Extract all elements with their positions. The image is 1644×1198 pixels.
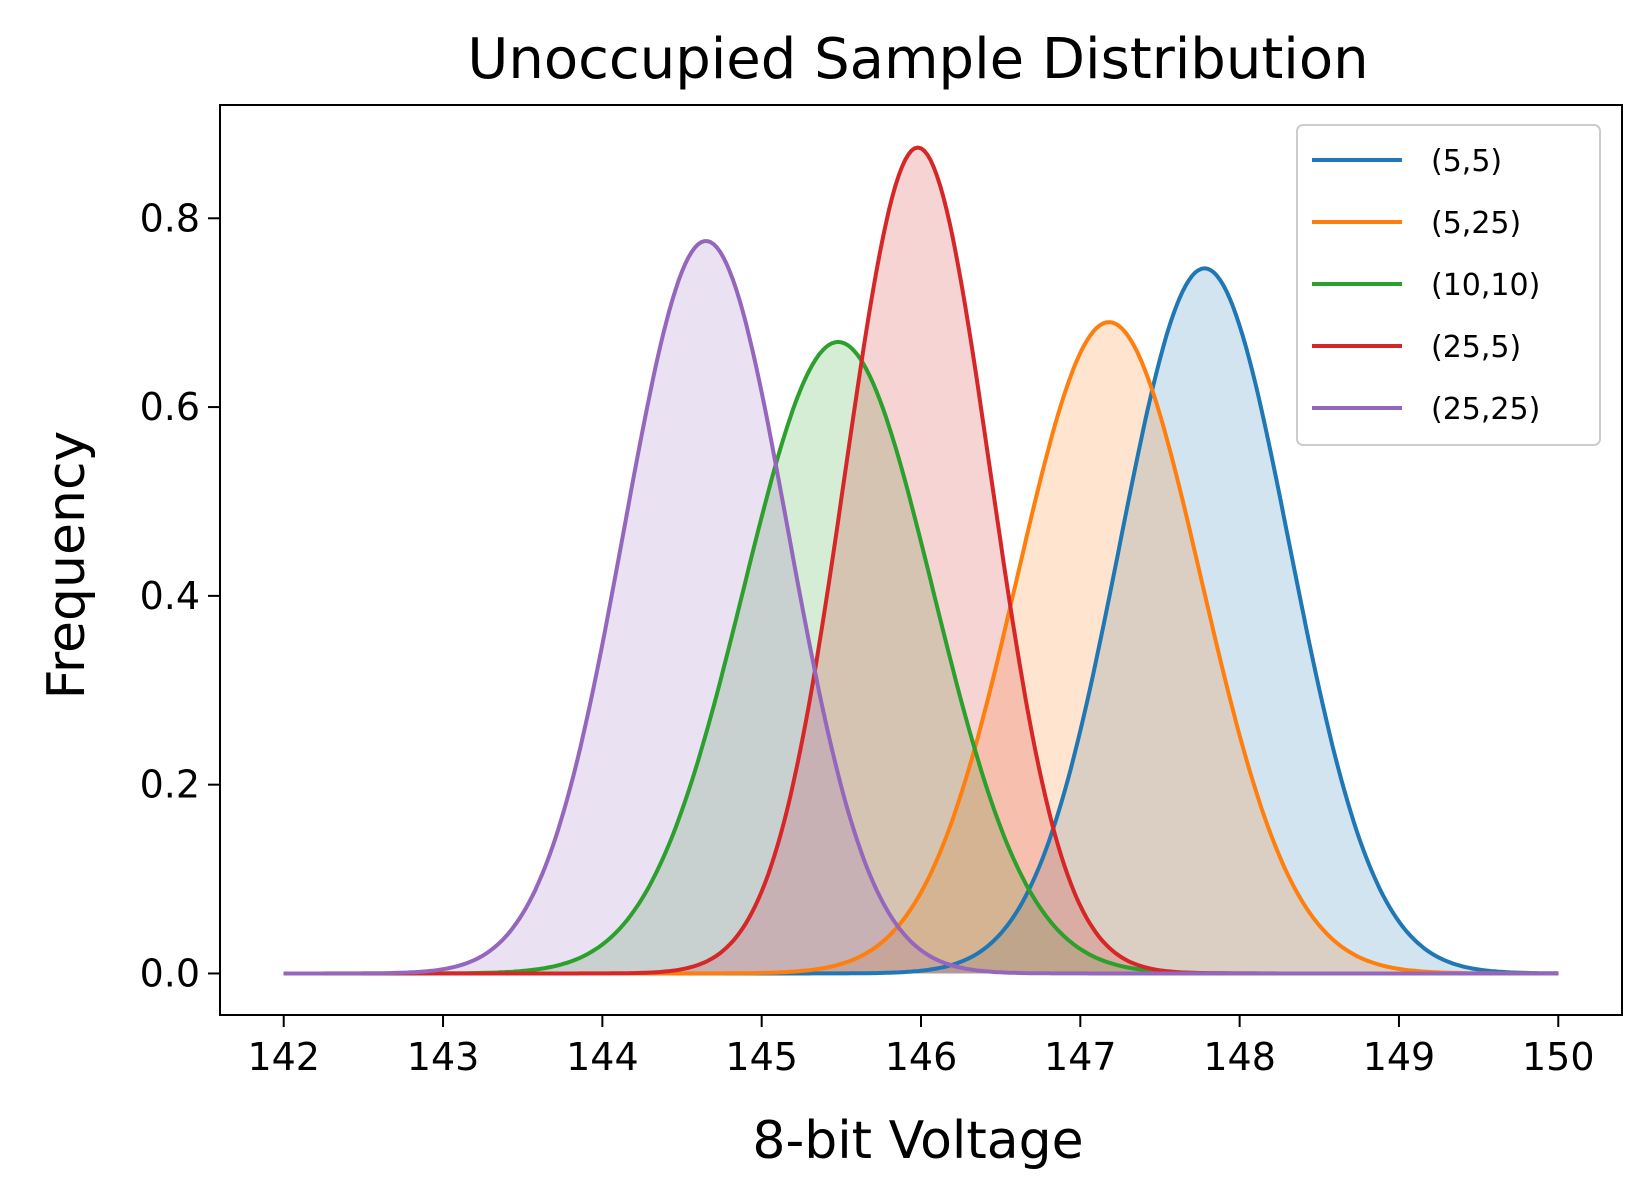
x-tick-label-2: 144 (566, 1035, 639, 1079)
legend-label-0: (5,5) (1431, 144, 1502, 179)
x-tick-label-8: 150 (1522, 1035, 1595, 1079)
x-tick-label-6: 148 (1203, 1035, 1276, 1079)
x-axis-label: 8-bit Voltage (752, 1111, 1083, 1171)
series-fill-2 (283, 341, 1559, 974)
series-fill-0 (283, 268, 1559, 974)
series-fill-1 (283, 322, 1559, 974)
legend-box (1296, 124, 1601, 446)
series-fill-3 (283, 147, 1559, 974)
legend-label-4: (25,25) (1431, 392, 1540, 427)
y-tick-label-0: 0.0 (140, 951, 200, 995)
y-axis-label: Frequency (37, 431, 97, 700)
x-tick-label-0: 142 (247, 1035, 320, 1079)
legend-label-1: (5,25) (1431, 206, 1521, 241)
series-lines (283, 145, 1559, 976)
y-tick-label-1: 0.2 (140, 763, 200, 807)
series-fills (283, 147, 1559, 974)
legend-label-3: (25,5) (1431, 330, 1521, 365)
x-tick-label-1: 143 (407, 1035, 480, 1079)
y-tick-label-3: 0.6 (140, 385, 200, 429)
y-axis: 0.0 0.2 0.4 0.6 0.8 (140, 196, 220, 995)
legend-label-2: (10,10) (1431, 268, 1540, 303)
y-tick-label-4: 0.8 (140, 196, 200, 240)
chart-title: Unoccupied Sample Distribution (467, 27, 1368, 92)
x-tick-label-5: 147 (1044, 1035, 1117, 1079)
x-axis: 142 143 144 145 146 147 148 149 150 (247, 1015, 1595, 1079)
y-tick-label-2: 0.4 (140, 574, 200, 618)
x-tick-label-4: 146 (885, 1035, 958, 1079)
series-line-4 (283, 239, 1559, 976)
x-tick-label-7: 149 (1363, 1035, 1436, 1079)
x-tick-label-3: 145 (725, 1035, 798, 1079)
series-fill-4 (283, 241, 1559, 974)
legend: (5,5) (5,25) (10,10) (25,5) (25,25) (1296, 124, 1601, 446)
